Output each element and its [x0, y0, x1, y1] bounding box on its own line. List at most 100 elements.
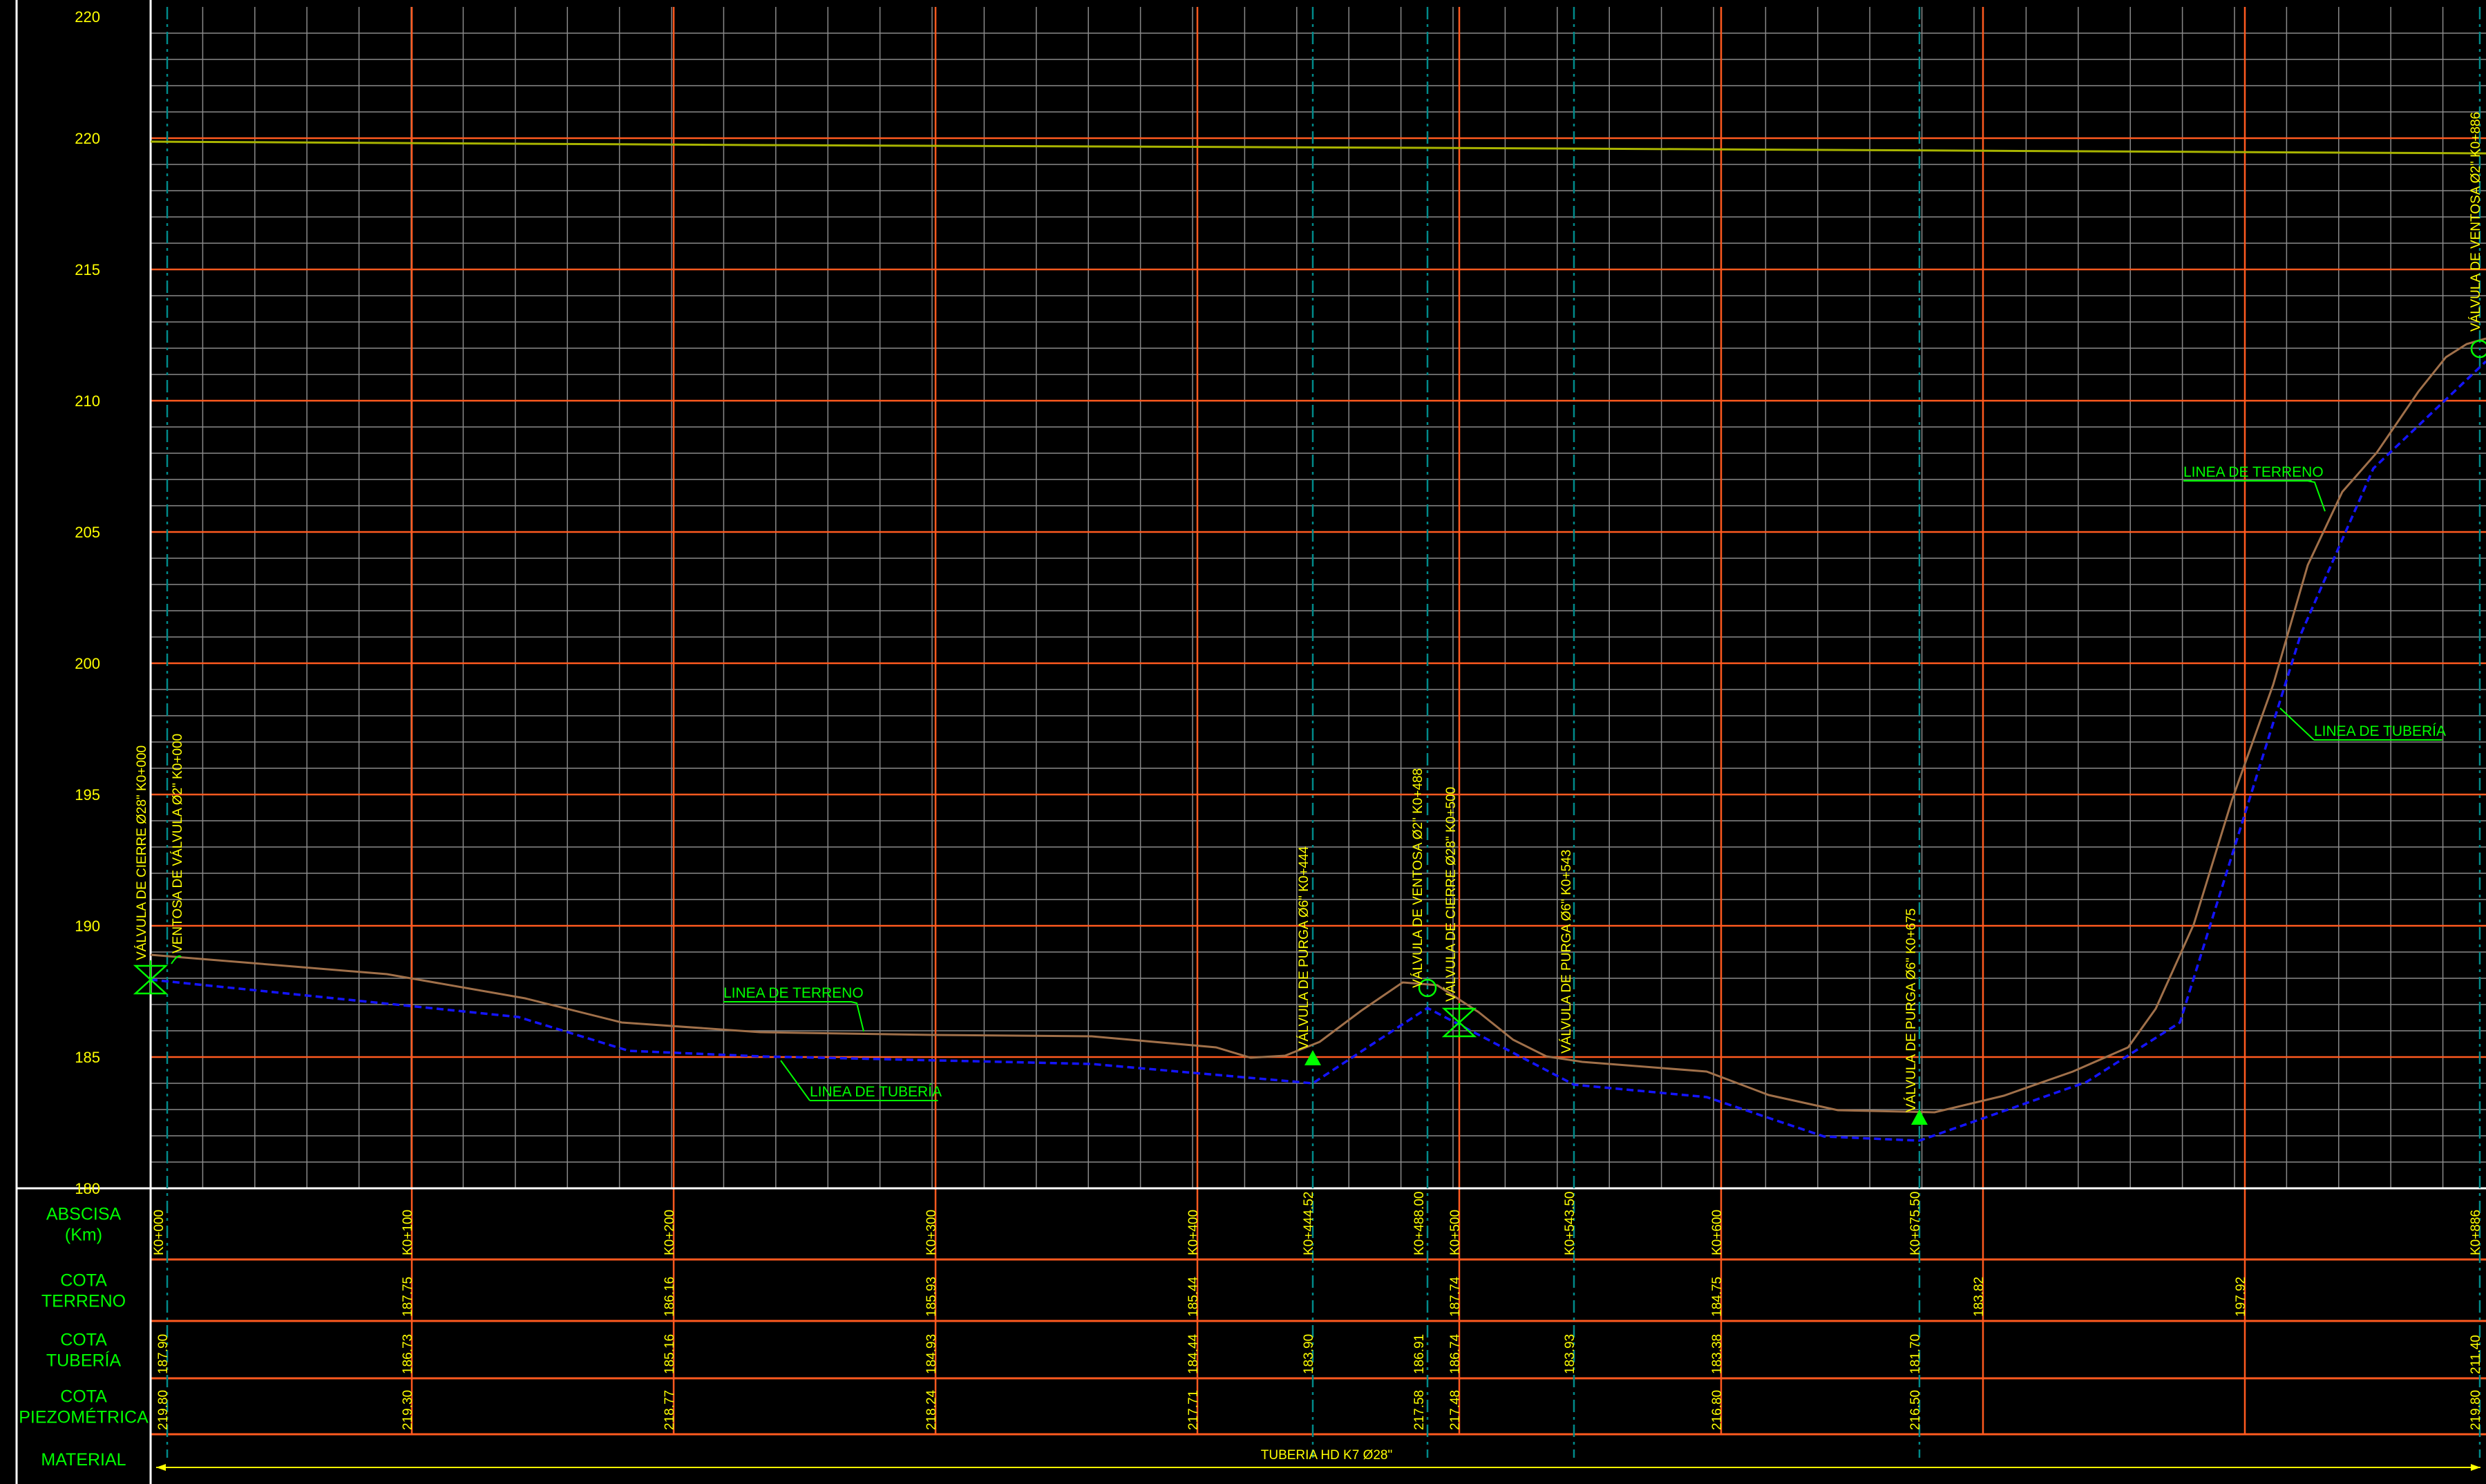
cota-terreno-value: 183.82	[1972, 1277, 1986, 1317]
cota-piezometrica-value: 218.77	[663, 1390, 677, 1430]
abscisa-value: K0+400	[1186, 1210, 1201, 1255]
cota-tuberia-value: 211.40	[2469, 1335, 2483, 1374]
table-row-label: COTA	[60, 1387, 107, 1407]
table-row-label: (Km)	[65, 1226, 102, 1245]
gate-valve-symbol	[1441, 1007, 1477, 1038]
cota-terreno-value: 186.16	[663, 1277, 677, 1317]
cota-tuberia-value: 186.74	[1448, 1333, 1463, 1374]
air-valve-hook	[171, 955, 182, 964]
pipe-callout-1-text: LINEA DE TUBERÍA	[810, 1084, 942, 1100]
cota-tuberia-value: 183.93	[1563, 1334, 1577, 1374]
cota-terreno-value: 187.75	[401, 1277, 415, 1317]
cota-tuberia-value: 183.38	[1710, 1334, 1725, 1374]
elevation-tick-label: 215	[75, 261, 100, 278]
gate-valve-symbol	[133, 964, 169, 995]
cota-tuberia-value: 184.93	[924, 1334, 939, 1374]
cota-piezometrica-value: 217.71	[1186, 1390, 1201, 1430]
valve-annotation: VENTOSA DE VÁLVULA Ø2" K0+000	[171, 734, 185, 953]
pipe-line	[150, 360, 2486, 1142]
elevation-tick-label: 185	[75, 1049, 100, 1066]
abscisa-value: K0+300	[924, 1210, 939, 1255]
cota-tuberia-value: 186.91	[1412, 1334, 1427, 1374]
terrain-callout-2-text: LINEA DE TERRENO	[2183, 464, 2324, 480]
abscisa-value: K0+100	[401, 1210, 415, 1255]
valve-annotation: VÁLVULA DE PURGA Ø6" K0+675	[1904, 909, 1919, 1112]
cota-piezometrica-value: 219.30	[401, 1390, 415, 1430]
table-row-label: TUBERÍA	[46, 1351, 122, 1371]
table-row-label: COTA	[60, 1271, 107, 1291]
pipe-callout-2-text: LINEA DE TUBERÍA	[2314, 723, 2446, 739]
profile-lines	[150, 140, 2486, 1142]
elevation-tick-label: 195	[75, 786, 100, 803]
table-row-labels: ABSCISA(Km)COTATERRENOCOTATUBERÍACOTAPIE…	[19, 1205, 149, 1470]
cota-tuberia-value: 184.44	[1186, 1333, 1201, 1374]
abscisa-value: K0+886	[2469, 1210, 2483, 1255]
abscisa-value: K0+444.52	[1302, 1192, 1316, 1255]
cota-terreno-value: 184.75	[1710, 1277, 1725, 1317]
table-row-label: PIEZOMÉTRICA	[19, 1407, 149, 1427]
material-arrow-left	[156, 1464, 166, 1471]
valve-annotation: VÁLVULA DE VENTOSA Ø2" K0+886	[2469, 112, 2483, 332]
elevation-tick-label: 220	[75, 8, 100, 26]
drain-valve-symbol	[1911, 1110, 1928, 1125]
abscisa-value: K0+600	[1710, 1210, 1725, 1255]
valve-annotation: VÁLVULA DE CIERRE Ø28" K0+500	[1444, 787, 1459, 1002]
drain-valve-symbol	[1304, 1050, 1321, 1065]
cota-tuberia-value: 181.70	[1908, 1334, 1923, 1374]
abscisa-value: K0+675.50	[1908, 1192, 1923, 1255]
valve-annotation: VÁLVULA DE CIERRE Ø28" K0+000	[135, 745, 149, 960]
cota-piezometrica-value: 219.80	[2469, 1390, 2483, 1430]
table-row-label: TERRENO	[41, 1292, 126, 1311]
cota-piezometrica-value: 218.24	[924, 1389, 939, 1430]
valve-annotation: VÁLVULA DE PURGA Ø6" K0+444	[1297, 846, 1311, 1050]
table-row-label: ABSCISA	[46, 1205, 122, 1224]
air-valve-symbol	[1418, 978, 1437, 998]
elevation-axis-labels: 180 185 190 195 200 205 210 215 220 220	[75, 8, 100, 1197]
cota-tuberia-value: 183.90	[1302, 1334, 1316, 1374]
station-lines	[166, 7, 2481, 1458]
material-arrow-right	[2471, 1464, 2480, 1471]
cota-piezometrica-value: 219.80	[156, 1390, 171, 1430]
elevation-tick-label: 205	[75, 524, 100, 541]
cota-terreno-value: 185.93	[924, 1277, 939, 1317]
terrain-line	[150, 337, 2486, 1114]
terrain-callout-1-leader	[851, 1001, 864, 1032]
major-grid	[151, 7, 2486, 1436]
cota-piezometrica-value: 216.50	[1908, 1390, 1923, 1430]
cota-piezometrica-value: 217.48	[1448, 1390, 1463, 1430]
valve-annotation: VÁLVULA DE PURGA Ø6" K0+543	[1559, 850, 1574, 1054]
elevation-tick-label: 200	[75, 655, 100, 672]
cota-tuberia-value: 187.90	[156, 1334, 171, 1374]
minor-grid	[151, 7, 2486, 1188]
abscisa-value: K0+500	[1448, 1210, 1463, 1255]
cota-piezometrica-value: 217.58	[1412, 1390, 1427, 1430]
valve-annotations: VÁLVULA DE CIERRE Ø28" K0+000 VENTOSA DE …	[135, 112, 2483, 1112]
elevation-tick-label: 220	[75, 130, 100, 147]
pipe-callout-1-leader	[780, 1060, 810, 1101]
elevation-tick-label: 190	[75, 917, 100, 935]
air-valve-symbol	[2470, 339, 2486, 359]
cota-terreno-value: 197.92	[2234, 1277, 2248, 1317]
abscisa-value: K0+543.50	[1563, 1192, 1577, 1255]
valve-symbols	[133, 339, 2486, 1125]
cota-tuberia-value: 186.73	[401, 1334, 415, 1374]
abscisa-value: K0+200	[663, 1210, 677, 1255]
pipe-callout-2-leader	[2279, 707, 2315, 741]
valve-annotation: VÁLVULA DE VENTOSA Ø2" K0+488	[1411, 768, 1425, 988]
hydraulic-grade-line	[150, 140, 2486, 155]
cota-piezometrica-value: 216.80	[1710, 1390, 1725, 1430]
cota-terreno-value: 185.44	[1186, 1276, 1201, 1317]
elevation-tick-label: 210	[75, 392, 100, 410]
cota-tuberia-value: 185.16	[663, 1334, 677, 1374]
abscisa-value: K0+000	[152, 1210, 167, 1255]
material-value: TUBERIA HD K7 Ø28"	[1261, 1448, 1392, 1463]
elevation-tick-label: 180	[75, 1180, 100, 1197]
frame	[15, 0, 2486, 1484]
table-values: K0+000 K0+100 K0+200 K0+300 K0+400 K0+444.52 K…	[152, 1192, 2483, 1471]
cota-terreno-value: 187.74	[1448, 1276, 1463, 1317]
table-row-label: COTA	[60, 1331, 107, 1350]
terrain-callout-1-text: LINEA DE TERRENO	[723, 985, 864, 1001]
terrain-callout-2-leader	[2307, 480, 2326, 512]
profile-callouts: LINEA DE TERRENO LINEA DE TUBERÍA LINEA DE…	[723, 464, 2446, 1101]
